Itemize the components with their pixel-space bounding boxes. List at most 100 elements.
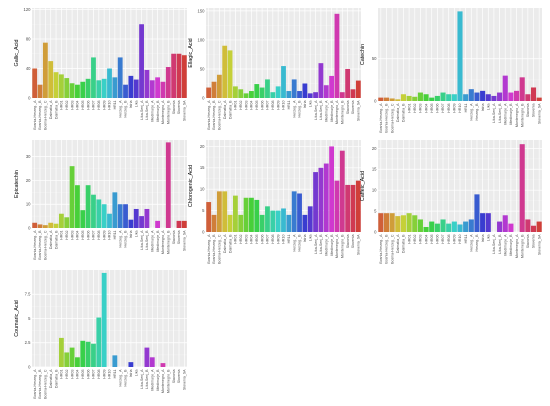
x-tick-label: HR09 — [102, 101, 106, 110]
x-tick-label: Istria — [303, 101, 307, 109]
x-tick-label: HR06 — [86, 231, 90, 240]
y-tick-label: 100 — [198, 37, 206, 42]
x-tick-label: HR04 — [76, 231, 80, 240]
y-tick-label: 2.5 — [25, 340, 31, 345]
x-tick-label: Dalmatia_A — [223, 234, 227, 253]
bar — [270, 210, 276, 232]
bar — [243, 93, 249, 98]
y-axis-title: Chlorogenic_Acid — [188, 165, 194, 207]
y-tick-label: 5 — [202, 208, 205, 213]
bar — [297, 91, 302, 98]
x-tick-label: HR09 — [276, 235, 280, 244]
bar — [468, 89, 474, 101]
bar — [514, 90, 520, 101]
x-tick-label: HR02 — [239, 235, 243, 244]
bar — [160, 363, 166, 367]
x-tick-label: Slavonia — [526, 104, 530, 118]
x-tick-label: Herzeg._A — [118, 100, 122, 118]
x-tick-label: Lika-Senj_A — [140, 369, 144, 389]
bar — [463, 94, 469, 101]
bar — [85, 341, 91, 367]
bar — [112, 355, 118, 367]
x-tick-label: HR05 — [81, 101, 85, 110]
panel-epicatechin: 0 10 20 30 Bosnia-Herzeg._A Bosnia-Herzeg._B B… — [14, 140, 187, 260]
y-tick-label: 0 — [28, 95, 31, 100]
bar — [101, 78, 107, 98]
bar — [313, 92, 318, 98]
bar — [406, 95, 412, 101]
x-tick-label: HR10 — [282, 235, 286, 244]
bar — [243, 197, 249, 232]
x-tick-label: HR01 — [60, 101, 64, 110]
bar — [128, 75, 134, 98]
bar — [149, 357, 155, 367]
bar — [302, 214, 308, 232]
x-tick-label: HR05 — [81, 231, 85, 240]
y-tick-label: 150 — [198, 8, 206, 13]
x-tick-label: Montenegro_B — [166, 369, 170, 393]
bar — [64, 217, 70, 228]
x-tick-label: Bosnia-Herzeg._A — [379, 103, 383, 133]
y-tick-label: 7.5 — [25, 292, 31, 297]
bar — [80, 340, 86, 367]
x-tick-label: Medimurje_B — [156, 100, 160, 122]
x-tick-label: Lika-Senj_A — [314, 100, 318, 120]
bar — [474, 92, 480, 101]
x-tick-label: Medimurje_A — [150, 230, 154, 252]
x-tick-label: Dalmatia_B — [402, 103, 406, 122]
bar — [389, 98, 395, 101]
x-tick-label: Dalmatia_A — [49, 369, 53, 388]
x-tick-label: HR09 — [102, 231, 106, 240]
y-tick-label: 0 — [374, 229, 377, 234]
bar — [238, 214, 244, 232]
x-tick-label: Medimurje_A — [324, 234, 328, 256]
bar — [313, 172, 318, 232]
bar — [519, 144, 525, 232]
x-tick-label: Herzeg._B — [298, 100, 302, 118]
y-tick-label: 15 — [200, 165, 205, 170]
bar — [211, 214, 217, 232]
x-tick-label: Lika — [134, 100, 138, 107]
bar — [508, 92, 514, 101]
bar — [227, 214, 233, 232]
bar — [329, 146, 335, 232]
x-tick-label: Medimurje_A — [150, 369, 154, 391]
bar — [297, 193, 302, 232]
x-tick-label: Medimurje_B — [156, 230, 160, 252]
bar — [254, 199, 260, 232]
bar — [451, 94, 457, 101]
y-tick-label: 0 — [374, 98, 377, 103]
x-tick-label: Medimurje_B — [156, 369, 160, 391]
x-tick-label: HR08 — [447, 104, 451, 113]
x-tick-label: Dalmatia_B — [402, 234, 406, 253]
x-tick-label: Istria — [303, 235, 307, 243]
y-tick-label: 5 — [28, 316, 31, 321]
x-tick-label: Bosnia-Herzeg._B — [212, 100, 216, 130]
x-tick-label: Lika-Senj_B — [145, 230, 149, 250]
bar — [107, 68, 112, 98]
bar — [265, 206, 270, 232]
x-tick-label: Bosnia-Herzeg._B — [385, 103, 389, 133]
x-tick-label: Slovenia — [532, 235, 536, 249]
bar — [329, 75, 335, 98]
x-tick-label: Medimurje_A — [150, 100, 154, 122]
bar — [446, 94, 452, 101]
bar — [58, 337, 64, 367]
bar — [400, 215, 406, 232]
x-tick-label: Slovenia_SA — [183, 230, 187, 251]
bar — [345, 68, 351, 98]
bar — [451, 221, 457, 232]
bar — [525, 94, 531, 101]
y-axis-title: Gallic_Acid — [14, 40, 20, 67]
x-tick-label: Slavonia — [526, 235, 530, 249]
bar — [144, 208, 150, 228]
bar — [85, 78, 91, 98]
x-tick-label: HR03 — [244, 234, 248, 243]
bar — [525, 219, 531, 232]
x-tick-label: HR02 — [239, 101, 243, 110]
bar — [406, 213, 412, 232]
x-tick-label: Bosnia-Herzeg._A — [33, 100, 37, 130]
y-tick-label: 20 — [372, 146, 377, 151]
x-tick-label: Bosnia-Herzeg._C — [44, 230, 48, 260]
